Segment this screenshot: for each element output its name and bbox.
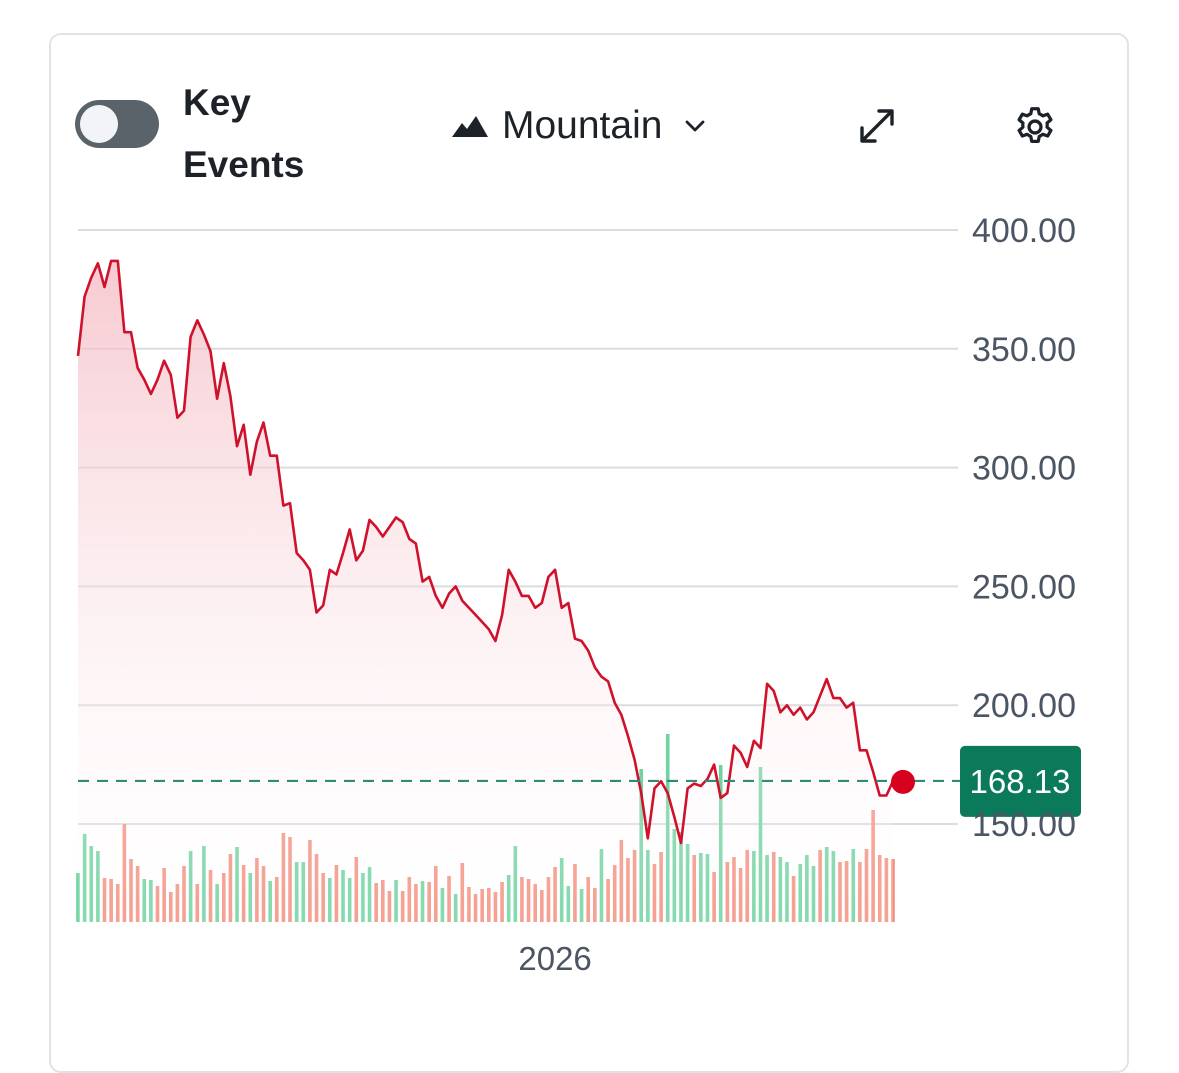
y-tick-label: 250.00: [972, 568, 1076, 606]
chevron-down-icon: [686, 120, 705, 132]
expand-icon[interactable]: [855, 104, 899, 148]
chart-type-label: Mountain: [502, 104, 663, 147]
current-price-label: 168.13: [970, 763, 1071, 800]
chart-toolbar: Key Events Mountain: [0, 0, 1179, 200]
price-chart: 168.13 400.00 350.00 300.00 250.00 200.00 150…: [76, 212, 1081, 977]
mountain-icon: [452, 116, 488, 137]
key-events-label: Key Events: [183, 82, 305, 185]
y-tick-label: 350.00: [972, 331, 1076, 369]
price-area: [78, 260, 893, 922]
price-line: [76, 259, 895, 845]
gear-icon[interactable]: [1012, 104, 1058, 150]
x-tick-label: 2026: [518, 940, 591, 977]
current-price-marker: [891, 769, 915, 794]
y-tick-label: 300.00: [972, 450, 1076, 488]
toggle-knob: [80, 105, 118, 143]
current-price-badge: [960, 745, 1081, 817]
chart-type-select[interactable]: Mountain: [452, 98, 706, 154]
key-events-toggle[interactable]: [75, 100, 159, 148]
y-tick-label: 200.00: [972, 687, 1076, 725]
y-tick-label: 150.00: [972, 806, 1076, 844]
y-tick-label: 400.00: [972, 212, 1076, 250]
